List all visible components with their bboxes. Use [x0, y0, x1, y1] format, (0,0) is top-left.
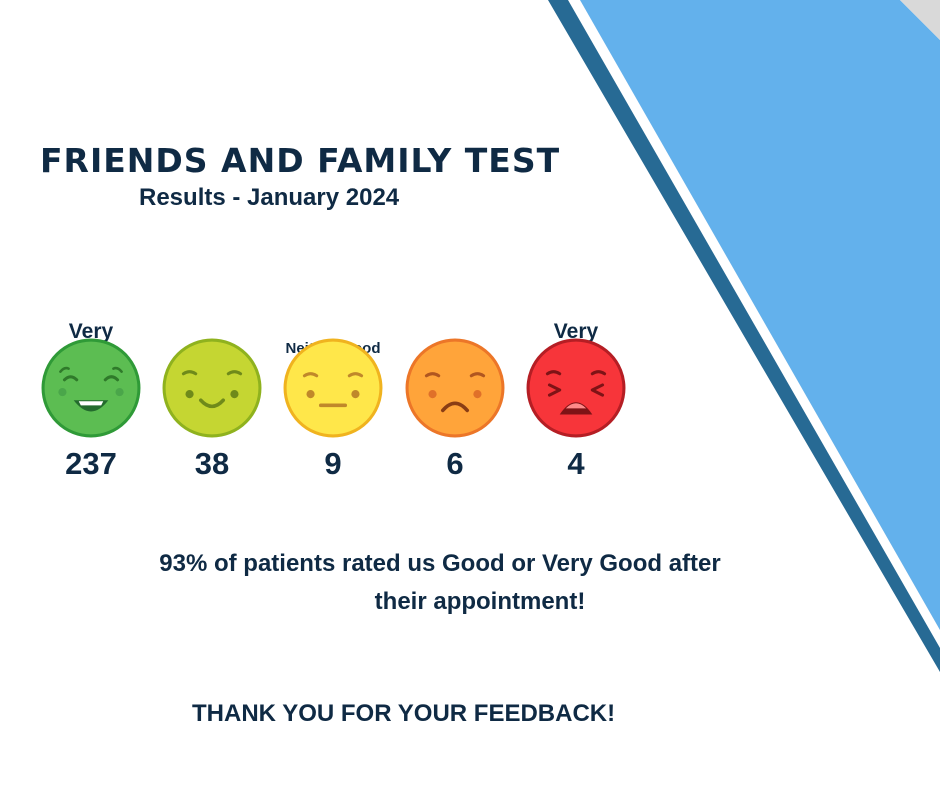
light-blue-band — [580, 0, 940, 630]
rating-poor: Poor 6 — [385, 270, 525, 490]
summary-line2: their appointment! — [374, 588, 586, 615]
rating-neither: Neither Good or Poor 9 — [263, 270, 403, 490]
summary-text: 93% of patients rated us Good or Very Go… — [110, 545, 770, 621]
sad-face-icon — [405, 338, 505, 438]
rating-label-line1: Very — [68, 320, 114, 343]
page-subtitle: Results - January 2024 — [139, 184, 400, 211]
smile-face-icon — [162, 338, 262, 438]
summary-line1: 93% of patients rated us Good or Very Go… — [159, 550, 721, 577]
rating-count: 9 — [324, 446, 342, 481]
rating-count: 4 — [567, 446, 585, 481]
rating-good: Good 38 — [142, 270, 282, 490]
rating-label-line1: Very — [553, 320, 599, 343]
rating-very-poor: Very Poor 4 — [506, 270, 646, 490]
neutral-face-icon — [283, 338, 383, 438]
rating-very-good: Very Good 237 — [21, 270, 161, 490]
very-happy-face-icon — [41, 338, 141, 438]
thank-you-message: THANK YOU FOR YOUR FEEDBACK! — [192, 700, 616, 727]
rating-count: 6 — [446, 446, 464, 481]
dark-blue-stripe — [548, 0, 940, 672]
page-title: FRIENDS AND FAMILY TEST — [40, 141, 561, 180]
rating-count: 237 — [65, 446, 117, 481]
rating-count: 38 — [194, 446, 230, 481]
corner-shadow — [900, 0, 940, 40]
very-sad-face-icon — [526, 338, 626, 438]
